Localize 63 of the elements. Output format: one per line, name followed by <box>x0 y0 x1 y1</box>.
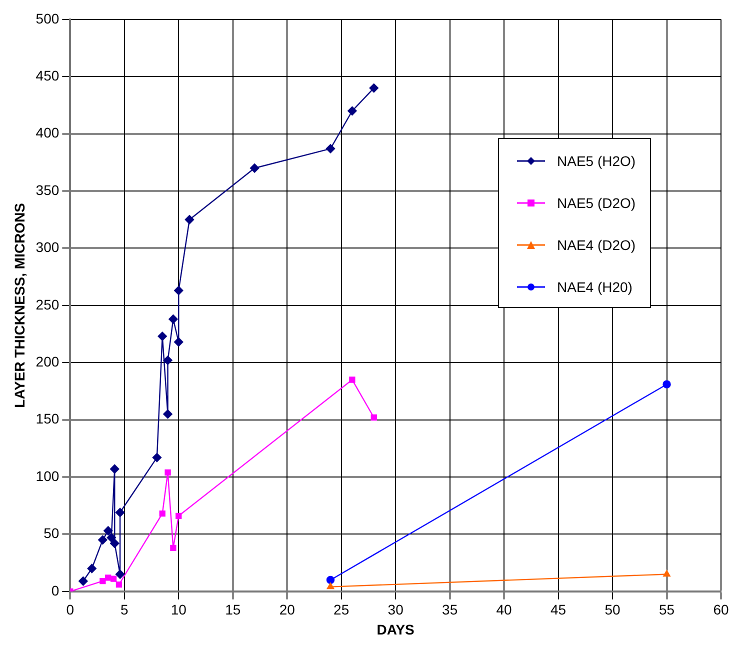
legend-label: NAE4 (D2O) <box>557 237 636 253</box>
point <box>326 144 336 154</box>
y-tick-label: 0 <box>51 582 60 598</box>
point <box>168 314 178 324</box>
x-tick-label: 50 <box>604 602 621 618</box>
point <box>250 164 260 173</box>
point <box>326 576 335 584</box>
point <box>164 469 171 476</box>
x-tick-label: 10 <box>170 602 187 618</box>
point <box>110 538 120 548</box>
point <box>170 544 176 552</box>
legend-label: NAE5 (D2O) <box>557 195 636 211</box>
point <box>158 332 167 341</box>
x-tick-label: 35 <box>442 602 458 618</box>
point <box>100 578 106 584</box>
point <box>176 512 182 519</box>
x-tick-label: 30 <box>388 602 404 618</box>
point <box>78 576 88 586</box>
y-tick-label: 100 <box>36 468 60 484</box>
legend-label: NAE4 (H20) <box>557 279 632 295</box>
x-tick-label: 55 <box>658 602 675 618</box>
x-tick-label: 0 <box>66 602 74 618</box>
point <box>115 508 125 518</box>
point <box>115 570 125 579</box>
y-tick-label: 400 <box>36 124 60 141</box>
point <box>98 535 108 545</box>
x-tick-label: 25 <box>334 602 350 618</box>
legend-label: NAE5 (H2O) <box>557 153 636 169</box>
x-axis-title: DAYS <box>376 621 414 638</box>
point <box>348 106 357 116</box>
y-tick-label: 150 <box>36 410 60 427</box>
point <box>116 581 122 588</box>
point <box>174 337 184 347</box>
point <box>369 83 378 93</box>
point <box>163 409 172 419</box>
x-tick-label: 60 <box>713 602 729 618</box>
y-tick-label: 450 <box>36 67 60 84</box>
point <box>184 215 194 224</box>
x-tick-label: 15 <box>225 602 241 618</box>
y-tick-label: 200 <box>36 353 60 370</box>
point <box>159 510 166 517</box>
point <box>163 356 172 365</box>
y-tick-label: 50 <box>44 525 60 542</box>
point <box>104 526 113 536</box>
point <box>349 376 356 383</box>
x-tick-label: 5 <box>120 602 128 618</box>
y-tick-label: 500 <box>36 10 60 26</box>
y-tick-label: 250 <box>36 296 60 312</box>
x-tick-label: 20 <box>279 602 296 618</box>
x-tick-label: 40 <box>496 602 512 618</box>
point <box>106 533 116 542</box>
point <box>110 576 117 582</box>
point <box>370 414 377 421</box>
point <box>110 464 120 474</box>
point <box>152 452 162 462</box>
y-tick-label: 300 <box>36 239 60 256</box>
point <box>87 564 96 574</box>
y-axis-title: LAYER THICKNESS, MICRONS <box>11 202 28 408</box>
x-tick-label: 45 <box>550 602 566 618</box>
point <box>174 286 184 296</box>
y-tick-label: 350 <box>36 182 60 198</box>
point <box>662 380 671 388</box>
point <box>105 574 112 581</box>
